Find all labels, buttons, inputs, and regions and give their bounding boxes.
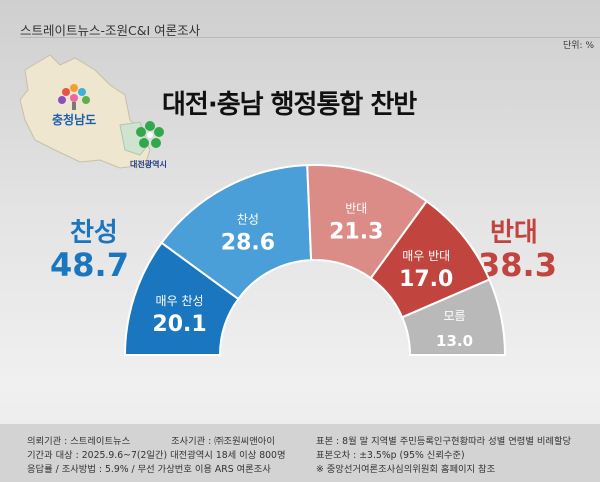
source-header: 스트레이트뉴스-조원C&I 여론조사	[20, 23, 201, 38]
chungnam-logo-icon	[58, 84, 90, 110]
chart-title: 대전·충남 행정통합 찬반	[162, 90, 417, 120]
unit-label: 단위: %	[562, 41, 594, 51]
segment-value-label: 17.0	[399, 267, 453, 292]
segment-category-label: 모름	[443, 309, 465, 323]
footer-error: 표본오차 : ±3.5%p (95% 신뢰수준)	[316, 450, 465, 461]
segment-5	[400, 278, 507, 356]
daejeon-label: 대전광역시	[130, 160, 167, 169]
footer-client: 의뢰기관 : 스트레이트뉴스	[27, 436, 131, 447]
footer-period: 기간과 대상 : 2025.9.6~7(2일간) 대전광역시 18세 이상 80…	[27, 450, 286, 461]
segment-category-label: 찬성	[237, 211, 259, 226]
footer-agency: 조사기관 : ㈜조원씨앤아이	[171, 436, 275, 447]
segment-category-label: 매우 찬성	[156, 293, 204, 308]
segment-value-label: 20.1	[152, 312, 206, 337]
segment-category-label: 매우 반대	[402, 249, 450, 263]
daejeon-logo-icon	[136, 121, 164, 148]
support-label: 찬성	[70, 218, 118, 248]
survey-footer: 의뢰기관 : 스트레이트뉴스 조사기관 : ㈜조원씨앤아이 기간과 대상 : 2…	[0, 424, 600, 482]
chungnam-label: 충청남도	[52, 113, 97, 127]
support-total: 48.7	[50, 246, 129, 284]
segment-value-label: 21.3	[329, 220, 383, 245]
half-donut-chart: 매우 찬성 20.1 찬성 28.6 반대 21.3 매우 반대 17.0 모름 13.0	[123, 164, 507, 356]
footer-note: ※ 중앙선거여론조사심의위원회 홈페이지 참조	[316, 464, 496, 475]
segment-value-label: 13.0	[436, 332, 473, 350]
header-divider	[20, 37, 600, 38]
segment-value-label: 28.6	[221, 230, 275, 255]
footer-sample: 표본 : 8월 말 지역별 주민등록인구현황따라 성별 연령별 비례할당	[316, 436, 572, 447]
segment-category-label: 반대	[345, 202, 367, 216]
region-map-illustration	[19, 54, 164, 169]
oppose-label: 반대	[490, 218, 538, 248]
oppose-total: 38.3	[478, 246, 557, 284]
footer-method: 응답률 / 조사방법 : 5.9% / 무선 가상번호 이용 ARS 여론조사	[27, 464, 271, 475]
